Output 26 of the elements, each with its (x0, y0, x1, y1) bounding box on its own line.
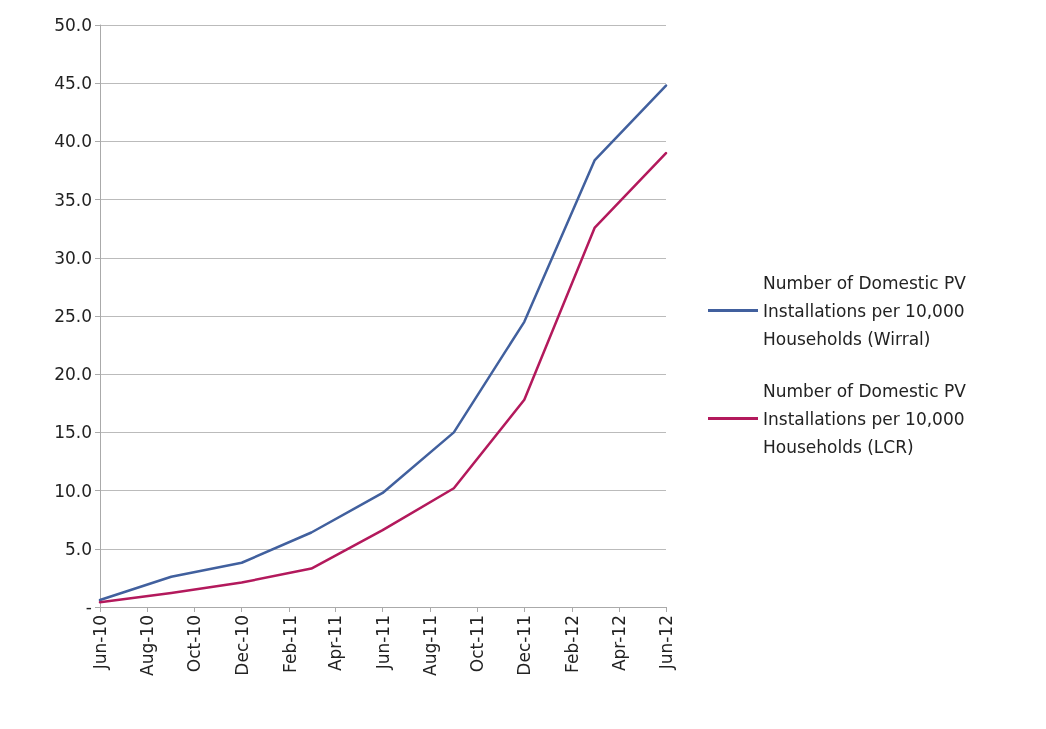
y-tick-label: 5.0 (64, 538, 92, 559)
x-tick-label: Dec-10 (231, 615, 252, 676)
y-tick-label: 15.0 (54, 422, 92, 443)
y-tick-label: 20.0 (54, 364, 92, 385)
x-tick-label: Jun-12 (656, 615, 676, 671)
x-tick-label: Jun-11 (372, 615, 393, 671)
x-tick-label: Apr-11 (325, 615, 346, 672)
x-tick-label: Dec-11 (514, 615, 535, 676)
x-tick-label: Aug-10 (137, 615, 158, 676)
x-tick-label: Jun-10 (90, 615, 110, 671)
y-tick-label: - (85, 597, 92, 617)
x-tick-label: Feb-11 (279, 615, 300, 673)
legend-label: Number of Domestic PV Installations per 10,000 Households (Wirral) (763, 272, 972, 349)
x-tick-label: Oct-11 (467, 615, 488, 673)
y-tick-label: 25.0 (54, 306, 92, 326)
x-tick-label: Apr-12 (608, 615, 629, 672)
y-tick-label: 30.0 (54, 247, 92, 268)
y-tick-label: 10.0 (54, 480, 92, 501)
y-tick-label: 45.0 (54, 73, 92, 94)
legend-label: Number of Domestic PV Installations per 10,000 Households (LCR) (763, 380, 972, 457)
x-tick-label: Aug-11 (419, 615, 440, 676)
y-tick-label: 50.0 (54, 15, 92, 35)
y-tick-label: 35.0 (54, 189, 92, 210)
x-tick-label: Feb-12 (562, 615, 583, 673)
x-tick-label: Oct-10 (184, 615, 205, 673)
y-tick-label: 40.0 (54, 131, 92, 152)
